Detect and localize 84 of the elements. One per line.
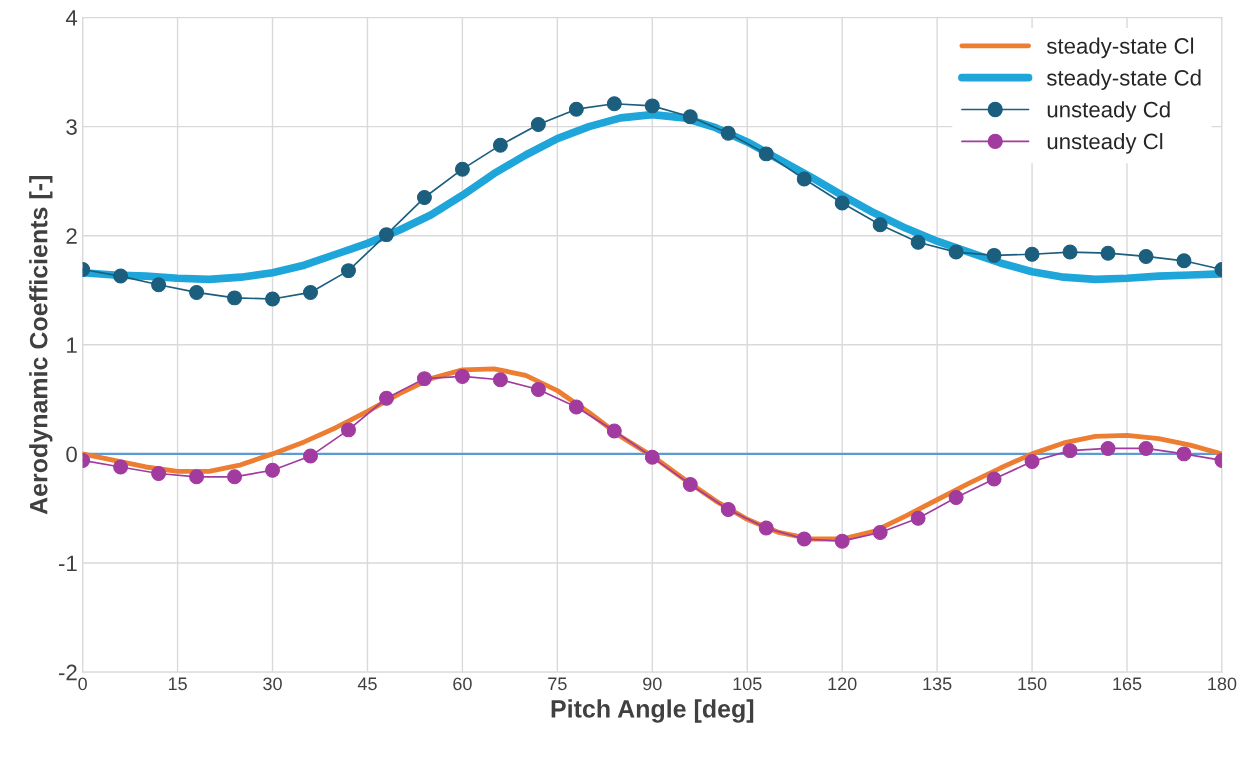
point [151, 466, 167, 481]
x-tick-label: 30 [263, 677, 282, 691]
y-tick-label: 3 [66, 119, 77, 135]
point [720, 125, 736, 141]
legend-label: steady-state Cd [1046, 69, 1201, 91]
point [910, 234, 926, 250]
point [227, 469, 243, 485]
point [872, 217, 888, 233]
x-tick-label: 75 [548, 677, 567, 691]
point [568, 101, 584, 117]
point [189, 469, 205, 485]
point [1024, 454, 1040, 469]
x-tick-label: 15 [168, 677, 187, 691]
point [492, 372, 508, 388]
point [1138, 440, 1154, 456]
point [378, 227, 394, 243]
point [530, 382, 546, 397]
x-tick-label: 120 [828, 677, 857, 691]
point [265, 291, 280, 307]
point [606, 423, 622, 439]
point [416, 190, 432, 205]
y-tick-label: 4 [65, 10, 78, 26]
point [113, 268, 129, 284]
point [1062, 244, 1078, 260]
point [1138, 248, 1154, 264]
x-tick-label: 45 [357, 677, 377, 691]
legend-label: steady-state Cl [1046, 37, 1194, 59]
point [910, 510, 926, 526]
x-tick-label: 165 [1113, 677, 1142, 691]
point [1100, 440, 1116, 456]
point [530, 116, 546, 132]
point [303, 284, 318, 300]
point [682, 109, 698, 125]
y-tick-label: -2 [59, 664, 77, 681]
point [834, 195, 850, 211]
point [720, 502, 736, 517]
point [113, 459, 129, 475]
point [1062, 443, 1078, 459]
point [644, 98, 660, 114]
point [758, 520, 774, 536]
point [834, 533, 850, 549]
point [341, 263, 356, 279]
point [1176, 446, 1192, 462]
point [986, 471, 1002, 487]
point [644, 449, 660, 465]
x-axis-title: Pitch Angle [deg] [551, 699, 754, 723]
x-tick-label: 90 [643, 677, 662, 691]
point [227, 290, 243, 306]
point [948, 244, 964, 260]
point [454, 368, 470, 384]
point [796, 171, 812, 187]
point [189, 284, 205, 300]
legend-label: unsteady Cd [1047, 101, 1170, 122]
point [341, 422, 356, 438]
x-tick-label: 180 [1208, 677, 1237, 691]
point [872, 524, 888, 540]
point [151, 277, 167, 293]
y-axis-title: Aerodynamic Coefficients [-] [29, 176, 53, 515]
x-tick-label: 105 [733, 677, 762, 691]
y-tick-label: 1 [67, 337, 77, 353]
legend-label: unsteady Cl [1047, 133, 1163, 154]
point [948, 490, 964, 505]
point [758, 146, 774, 162]
point [416, 371, 432, 387]
x-tick-label: 60 [453, 677, 472, 691]
point [986, 247, 1002, 263]
point [606, 96, 622, 112]
point [265, 462, 280, 478]
point [1100, 245, 1116, 261]
x-tick-label: 0 [78, 677, 87, 691]
point [1176, 253, 1192, 269]
point [303, 448, 318, 464]
point [492, 137, 508, 153]
y-tick-label: -1 [59, 555, 77, 572]
point [568, 399, 584, 415]
point [682, 476, 698, 492]
y-tick-label: 0 [66, 446, 77, 463]
x-tick-label: 135 [923, 677, 952, 691]
point [454, 161, 470, 177]
point [796, 531, 812, 547]
point [1024, 246, 1040, 262]
y-tick-label: 2 [66, 228, 77, 244]
point [378, 390, 394, 406]
x-tick-label: 150 [1018, 677, 1047, 691]
